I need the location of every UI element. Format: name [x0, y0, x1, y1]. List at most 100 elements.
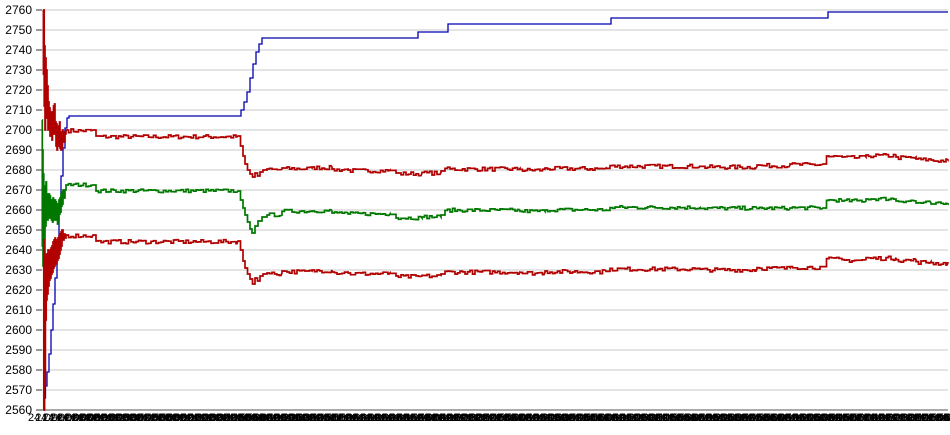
x-tick-label: 24.Dec 12:30 — [416, 412, 483, 424]
series-blue-step-line — [43, 11, 948, 411]
x-tick-label: 24.Dec 14:20 — [575, 412, 641, 424]
x-tick-label: 24.Dec 09:45 — [179, 412, 245, 424]
x-tick-label: 24.Dec 16:30 — [762, 412, 828, 424]
x-tick-label: 24.Dec 08:55 — [107, 412, 173, 424]
x-tick-label: 24.Dec 08:25 — [64, 412, 130, 424]
x-tick-label: 24.Dec 18:05 — [899, 412, 950, 424]
x-tick-label: 24.Dec 17:15 — [827, 412, 893, 424]
y-axis-tick-label: 2580 — [5, 363, 32, 377]
x-tick-label: 24.Dec 14:30 — [589, 412, 656, 424]
x-tick-label: 24.Dec 09:00 — [114, 412, 180, 424]
x-tick-label: 24.Dec 10:25 — [236, 412, 303, 424]
x-tick-label: 24.Dec 10:10 — [215, 412, 281, 424]
x-tick-label: 24.Dec 11:55 — [366, 412, 432, 424]
x-tick-label: 24.Dec 10:00 — [200, 412, 267, 424]
x-tick-label: 24.Dec 12:55 — [452, 412, 519, 424]
x-tick-label: 24.Dec 13:00 — [460, 412, 526, 424]
x-tick-label: 24.Dec 08:45 — [92, 412, 159, 424]
x-tick-label: 24.Dec 12:10 — [388, 412, 454, 424]
x-tick-label: 24.Dec 11:20 — [316, 412, 381, 424]
x-tick-label: 24.Dec 09:35 — [164, 412, 231, 424]
x-tick-label: 24.Dec 08:50 — [100, 412, 166, 424]
x-tick-label: 24.Dec 13:10 — [474, 412, 540, 424]
x-tick-label: 24.Dec 15:30 — [676, 412, 742, 424]
x-tick-label: 24.Dec 16:45 — [784, 412, 850, 424]
y-axis-tick-label: 2690 — [5, 143, 32, 157]
x-tick-label: 24.Dec 15:05 — [640, 412, 706, 424]
y-axis-tick-label: 2660 — [5, 203, 32, 217]
x-tick-label: 24.Dec 18:15 — [913, 412, 950, 424]
x-tick-label: 24.Dec 09:15 — [136, 412, 202, 424]
x-tick-label: 24.Dec 13:40 — [517, 412, 584, 424]
x-tick-label: 24.Dec 11:45 — [352, 412, 417, 424]
y-axis-tick-label: 2720 — [5, 83, 32, 97]
x-tick-label: 24.Dec 15:55 — [712, 412, 778, 424]
x-tick-label: 24.Dec 15:15 — [654, 412, 720, 424]
x-tick-label: 24.Dec 09:55 — [193, 412, 260, 424]
y-axis-tick-label: 2670 — [5, 183, 32, 197]
y-axis-ticks — [36, 9, 42, 411]
x-tick-label: 24.Dec 08:35 — [78, 412, 144, 424]
x-tick-label: 24.Dec 13:20 — [488, 412, 555, 424]
x-tick-label: 24.Dec 10:50 — [272, 412, 339, 424]
x-tick-label: 24.Dec 15:20 — [661, 412, 728, 424]
x-tick-label: 24.Dec 15:45 — [697, 412, 764, 424]
y-axis-tick-label: 2640 — [5, 243, 32, 257]
x-tick-label: 24.Dec 17:55 — [884, 412, 950, 424]
x-tick-label: 24.Dec 12:35 — [424, 412, 490, 424]
x-tick-label: 24.Dec 09:25 — [150, 412, 216, 424]
y-axis-labels: 2760 2750 2740 2730 2720 2710 2700 2690 2680 2670… — [5, 3, 32, 417]
x-tick-label: 24.Dec 09:10 — [128, 412, 195, 424]
x-tick-label: 24.Dec 10:30 — [244, 412, 310, 424]
x-tick-label: 24.Dec 17:45 — [870, 412, 936, 424]
y-axis-tick-label: 2700 — [5, 123, 32, 137]
y-axis-tick-label: 2620 — [5, 283, 32, 297]
y-axis-tick-label: 2610 — [5, 303, 32, 317]
x-tick-label: 24.Dec 17:20 — [834, 412, 900, 424]
x-tick-label: 24.Dec 12:50 — [445, 412, 512, 424]
x-tick-label: 24.Dec 16:55 — [798, 412, 864, 424]
x-tick-label: 24.Dec 17:50 — [877, 412, 944, 424]
x-tick-label: 24.Dec 14:00 — [546, 412, 612, 424]
y-axis-tick-label: 2740 — [5, 43, 32, 57]
x-tick-label: 24.Dec 15:25 — [668, 412, 735, 424]
x-tick-label: 24.Dec 10:20 — [229, 412, 296, 424]
x-tick-label: 24.Dec 18:30 — [935, 412, 950, 424]
x-tick-label: 24.Dec 10:35 — [251, 412, 317, 424]
x-tick-label: 24.Dec 10:05 — [208, 412, 274, 424]
x-tick-label: 24.Dec 10:15 — [222, 412, 288, 424]
x-tick-label: 24.Dec 15:40 — [690, 412, 756, 424]
y-axis-tick-label: 2710 — [5, 103, 32, 117]
x-tick-label: 24.Dec 12:40 — [431, 412, 497, 424]
x-tick-label: 24.Dec 12:45 — [438, 412, 504, 424]
series-upper-red-line — [42, 9, 949, 178]
x-tick-label: 24.Dec 08:10 — [42, 412, 108, 424]
series-middle-green-line — [41, 119, 949, 267]
x-tick-label: 24.Dec 10:45 — [265, 412, 332, 424]
x-tick-label: 24.Dec 12:15 — [395, 412, 461, 424]
x-tick-label: 24.Dec 16:50 — [791, 412, 857, 424]
x-tick-label: 24.Dec 11:30 — [330, 412, 396, 424]
x-tick-label: 24.Dec 14:50 — [618, 412, 684, 424]
x-tick-label: 24.Dec 17:25 — [841, 412, 908, 424]
x-tick-label: 24.Dec 10:55 — [280, 412, 346, 424]
y-axis-tick-label: 2760 — [5, 3, 32, 17]
x-tick-label: 24.Dec 16:15 — [740, 412, 807, 424]
x-tick-label: 24.Dec 11:25 — [323, 412, 388, 424]
x-tick-label: 24.Dec 16:00 — [719, 412, 785, 424]
x-tick-label: 24.Dec 12:20 — [402, 412, 468, 424]
x-tick-label: 24.Dec 11:40 — [344, 412, 410, 424]
x-tick-label: 24.Dec 13:55 — [539, 412, 605, 424]
x-axis-labels: 24.Dec 08:00 24.Dec 08:05 24.Dec 08:10 24.D… — [0, 411, 950, 433]
x-tick-label: 24.Dec 13:15 — [481, 412, 548, 424]
x-tick-label: 24.Dec 17:40 — [863, 412, 929, 424]
x-tick-label: 24.Dec 11:05 — [294, 412, 360, 424]
x-tick-label: 24.Dec 16:25 — [755, 412, 821, 424]
x-tick-label: 24.Dec 14:05 — [553, 412, 620, 424]
x-tick-label: 24.Dec 12:00 — [373, 412, 440, 424]
x-tick-label: 24.Dec 13:50 — [532, 412, 598, 424]
y-axis-tick-label: 2570 — [5, 383, 32, 397]
y-axis-tick-label: 2730 — [5, 63, 32, 77]
y-axis-tick-label: 2560 — [5, 403, 32, 417]
